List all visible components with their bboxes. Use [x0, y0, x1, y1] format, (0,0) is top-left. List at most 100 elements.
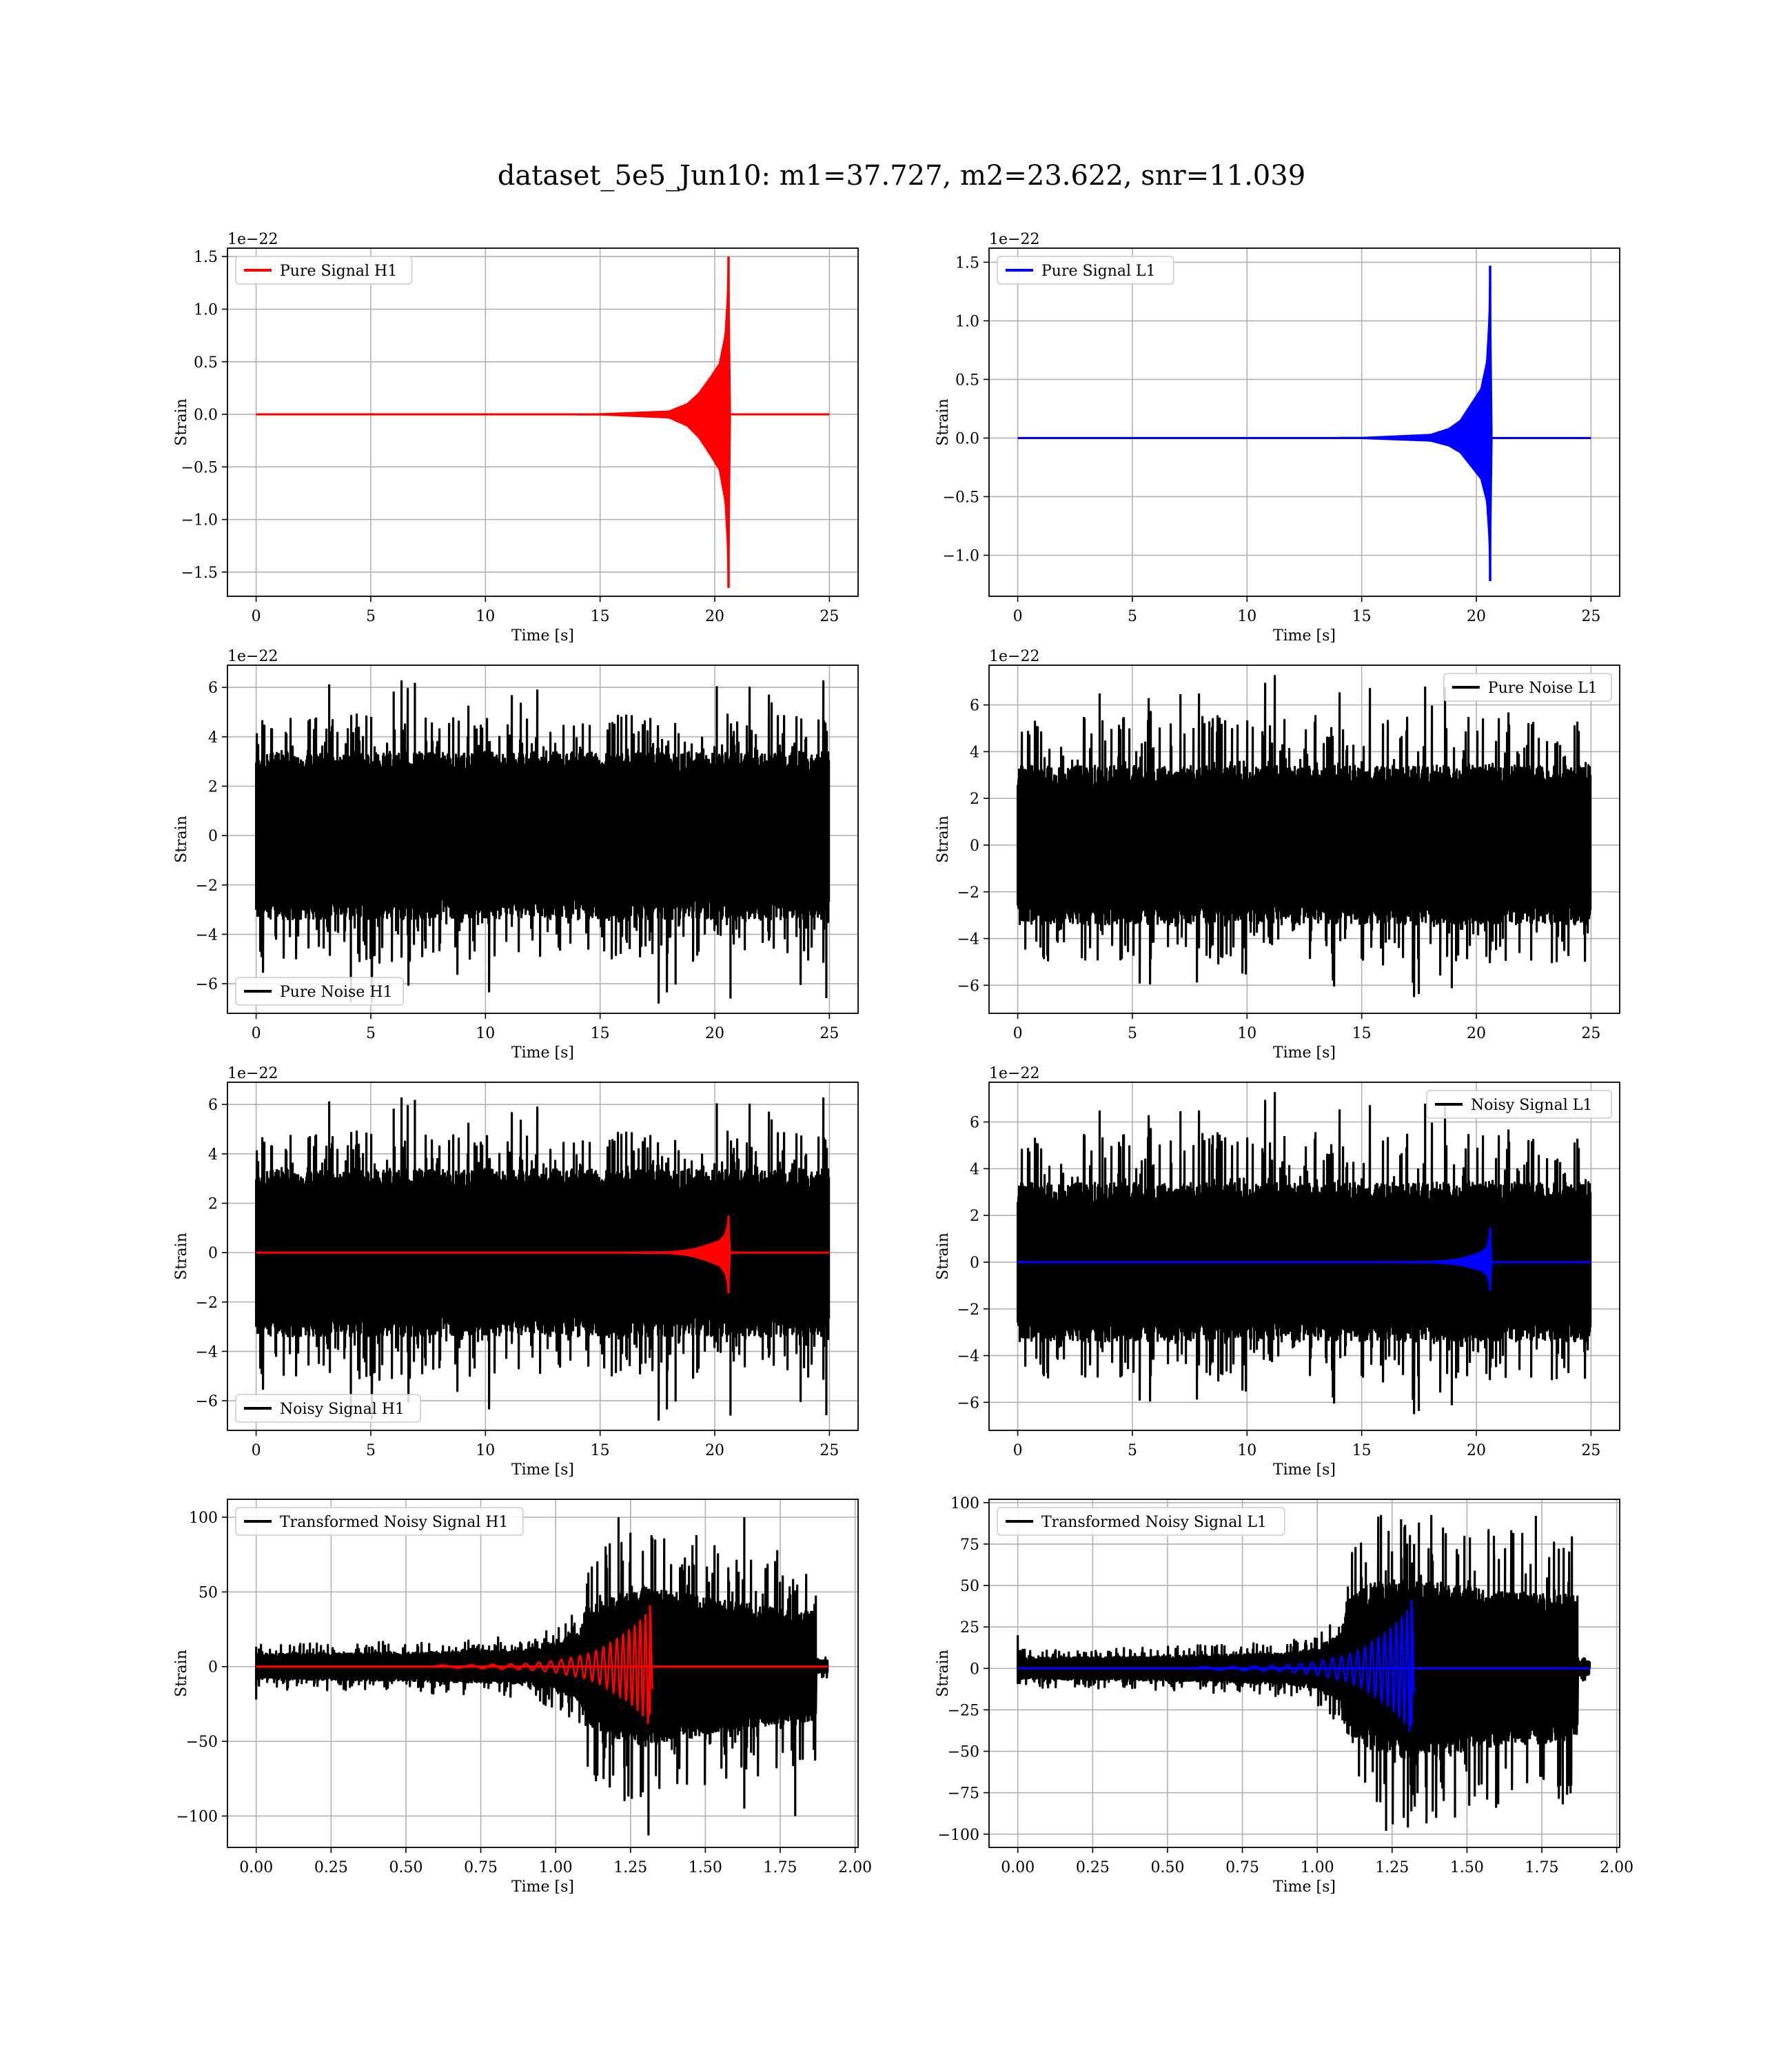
y-tick-label: 2: [970, 791, 979, 808]
legend-box: [997, 256, 1174, 285]
y-tick-label: −6: [957, 1395, 979, 1412]
y-tick-label: 4: [208, 1146, 218, 1164]
legend-label: Pure Noise L1: [1488, 680, 1598, 697]
y-tick-label: −25: [948, 1702, 979, 1719]
y-axis-label: Strain: [935, 815, 952, 863]
y-tick-label: 1.0: [955, 313, 979, 330]
y-tick-label: −100: [176, 1808, 218, 1825]
x-tick-label: 5: [1128, 1025, 1137, 1042]
chirp-oscillation: [1197, 1608, 1416, 1732]
subplot-6: 0 5 10 15 20 25 −6 −4 −2 0 2 4 6 Time [s] Strain 1e−22 N…: [935, 1065, 1620, 1479]
x-tick-label: 5: [366, 1442, 376, 1459]
chirp-envelope: [1338, 265, 1493, 581]
y-tick-label: 0: [970, 838, 979, 855]
pure-noise-l1-line: [1017, 675, 1592, 997]
x-tick-label: 0.50: [389, 1859, 422, 1876]
x-tick-label: 10: [476, 1025, 495, 1042]
series-group: [255, 1517, 829, 1836]
y-tick-label: 50: [198, 1584, 218, 1601]
x-tick-label: 15: [1352, 608, 1372, 625]
x-tick-label: 5: [1128, 608, 1137, 625]
legend-label: Noisy Signal L1: [1471, 1097, 1592, 1114]
x-tick-label: 20: [705, 1442, 724, 1459]
x-tick-label: 25: [819, 1025, 839, 1042]
y-tick-label: 4: [208, 729, 218, 747]
series-group: [255, 680, 831, 1004]
axes-frame: [988, 665, 1620, 1014]
x-tick-label: 0.50: [1150, 1859, 1184, 1876]
offset-text: 1e−22: [227, 648, 278, 665]
legend: Noisy Signal L1: [1426, 1090, 1612, 1119]
legend-box: [235, 1507, 524, 1536]
y-tick-label: 25: [960, 1619, 979, 1636]
y-tick-label: −0.5: [181, 459, 218, 476]
subplot-3: 0 5 10 15 20 25 −6 −4 −2 0 2 4 6 Time [s] Strain 1e−22 P…: [173, 648, 859, 1062]
y-tick-label: −75: [948, 1785, 979, 1803]
x-tick-label: 10: [1237, 608, 1256, 625]
x-axis-label: Time [s]: [1273, 1044, 1336, 1062]
series-group: [1017, 1092, 1592, 1415]
y-tick-label: 0: [208, 1659, 218, 1676]
chirp-envelope: [576, 256, 731, 588]
legend: Noisy Signal H1: [235, 1394, 421, 1423]
y-tick-label: −2: [196, 1295, 218, 1312]
x-tick-label: 20: [1467, 1442, 1486, 1459]
y-tick-label: 6: [208, 1097, 218, 1114]
y-tick-label: 0.5: [194, 354, 218, 372]
figure-title: dataset_5e5_Jun10: m1=37.727, m2=23.622,…: [498, 160, 1305, 192]
x-tick-label: 20: [1467, 608, 1486, 625]
chirp-oscillation: [436, 1612, 654, 1724]
y-tick-label: −1.0: [943, 547, 979, 565]
series-group: [256, 256, 830, 588]
x-tick-label: 5: [366, 1025, 376, 1042]
y-tick-label: 50: [960, 1578, 979, 1595]
legend-label: Pure Signal L1: [1041, 263, 1156, 280]
x-axis-label: Time [s]: [1273, 1461, 1336, 1479]
x-tick-label: 25: [1581, 1025, 1600, 1042]
y-tick-label: 100: [189, 1510, 218, 1527]
legend-label: Transformed Noisy Signal H1: [280, 1514, 509, 1531]
series-group: [1017, 1514, 1591, 1831]
x-axis-label: Time [s]: [1273, 627, 1336, 645]
y-tick-label: −2: [196, 878, 218, 895]
y-tick-label: 2: [208, 778, 218, 795]
x-tick-label: 1.75: [764, 1859, 797, 1876]
legend-box: [997, 1507, 1285, 1536]
x-tick-label: 0: [1013, 1025, 1023, 1042]
offset-text: 1e−22: [989, 1065, 1039, 1082]
y-tick-label: −50: [186, 1734, 218, 1751]
x-axis-label: Time [s]: [511, 1461, 574, 1479]
legend-label: Transformed Noisy Signal L1: [1041, 1514, 1267, 1531]
y-tick-label: 0.0: [194, 407, 218, 424]
y-tick-label: 0.0: [955, 430, 979, 447]
x-tick-label: 20: [705, 608, 724, 625]
legend-box: [235, 977, 404, 1006]
y-tick-label: 6: [970, 698, 979, 715]
y-tick-label: 0: [208, 828, 218, 845]
noisy-signal-l1-line: [1017, 1092, 1592, 1415]
legend-label: Pure Signal H1: [280, 263, 397, 280]
x-tick-label: 10: [1237, 1025, 1256, 1042]
y-axis-label: Strain: [173, 1233, 190, 1280]
x-tick-label: 25: [819, 608, 839, 625]
axes-frame: [988, 247, 1620, 597]
y-tick-label: −100: [938, 1827, 979, 1844]
x-tick-label: 1.25: [613, 1859, 647, 1876]
subplot-7: 0.00 0.25 0.50 0.75 1.00 1.25 1.50 1.75 2.00 −100…: [173, 1499, 872, 1896]
legend-label: Noisy Signal H1: [280, 1401, 405, 1418]
x-tick-label: 0.00: [1001, 1859, 1035, 1876]
x-tick-label: 25: [819, 1442, 839, 1459]
x-tick-label: 0.25: [1076, 1859, 1110, 1876]
y-tick-label: −4: [957, 931, 979, 949]
y-tick-label: −4: [196, 1344, 218, 1361]
y-tick-label: 0: [970, 1255, 979, 1272]
x-axis-label: Time [s]: [511, 627, 574, 645]
x-tick-label: 0: [1013, 608, 1023, 625]
y-tick-label: 100: [950, 1495, 979, 1512]
series-group: [1017, 265, 1591, 581]
x-tick-label: 1.50: [1450, 1859, 1484, 1876]
series-group: [255, 1097, 831, 1421]
x-tick-label: 5: [366, 608, 376, 625]
